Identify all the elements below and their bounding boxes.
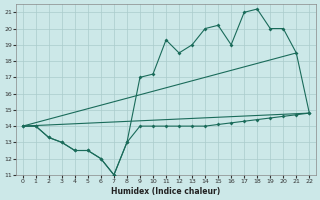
X-axis label: Humidex (Indice chaleur): Humidex (Indice chaleur) [111, 187, 221, 196]
